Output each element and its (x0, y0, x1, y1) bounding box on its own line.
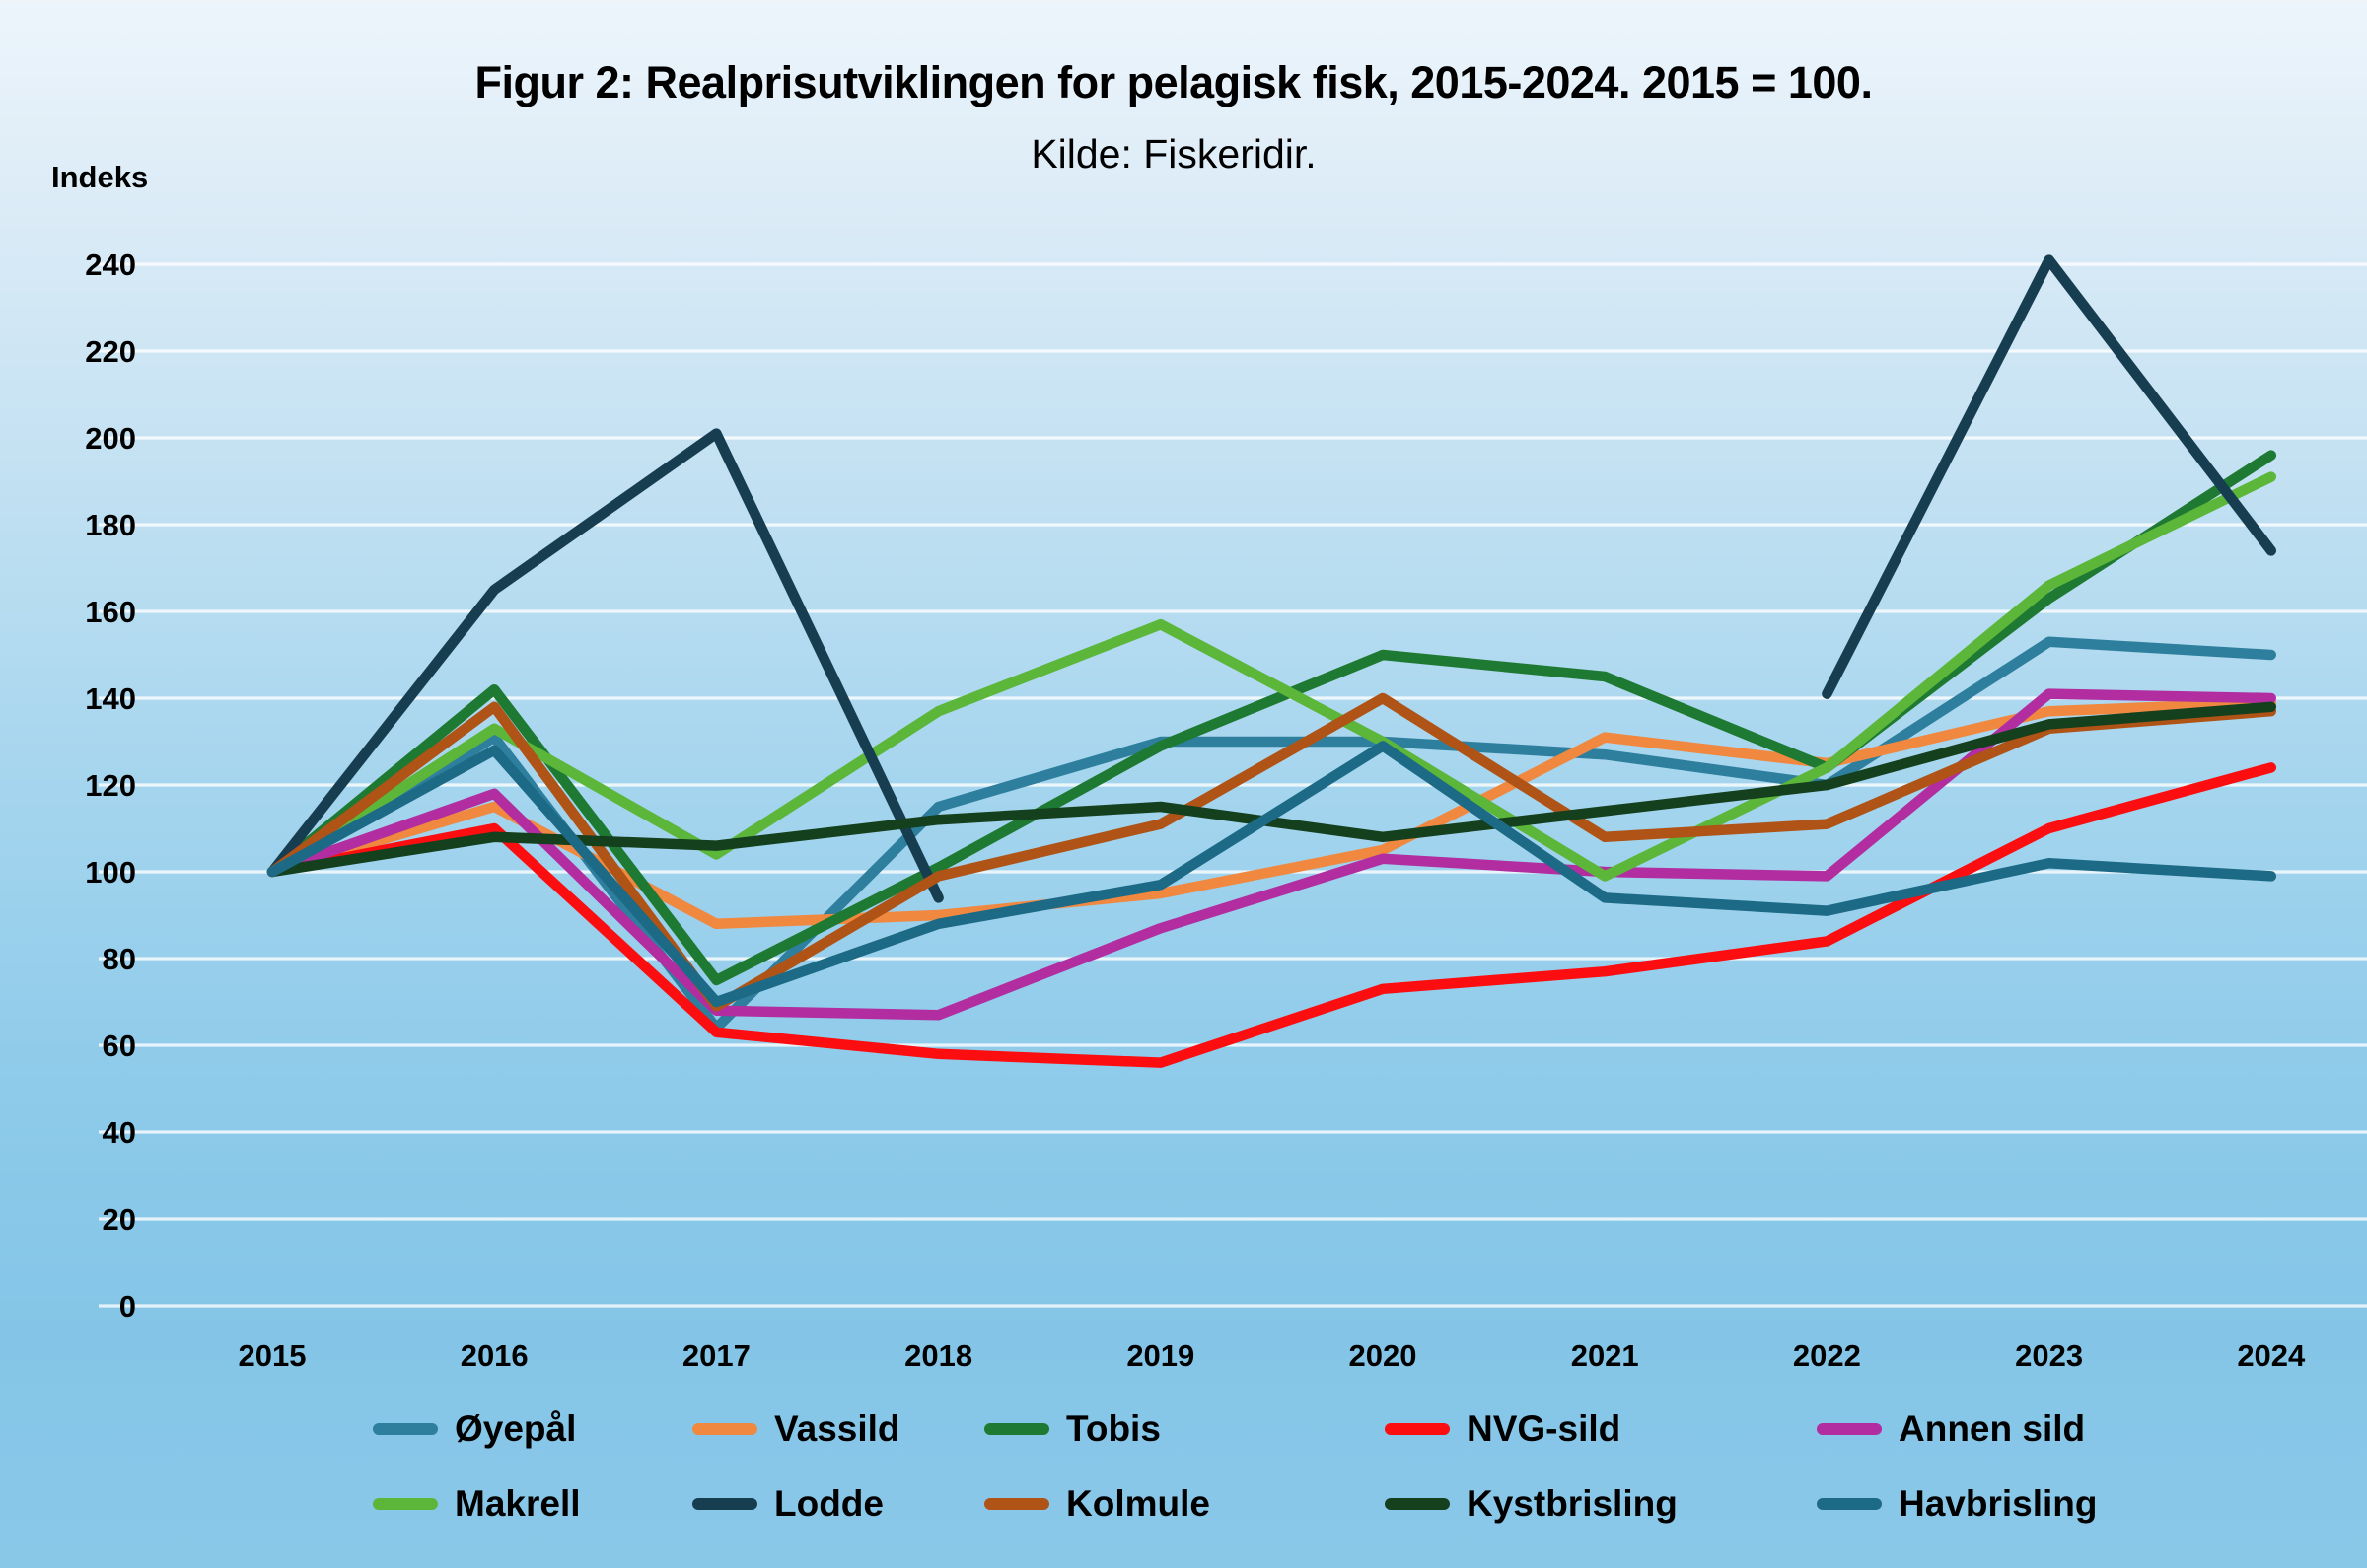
x-tick-label: 2018 (904, 1338, 972, 1373)
series-line-kystbrisling (266, 701, 2277, 878)
x-tick-label: 2015 (239, 1338, 307, 1373)
series-line-kolmule (266, 692, 2277, 1012)
x-tick-label: 2016 (461, 1338, 529, 1373)
y-tick-label: 140 (85, 681, 136, 716)
y-tick-label: 40 (103, 1115, 136, 1150)
series-line-lodde (266, 254, 2277, 903)
y-tick-label: 20 (103, 1202, 136, 1237)
y-tick-label: 60 (103, 1029, 136, 1063)
chart-title: Figur 2: Realprisutviklingen for pelagis… (474, 57, 1873, 107)
x-tick-label: 2021 (1571, 1338, 1639, 1373)
x-tick-label: 2017 (682, 1338, 751, 1373)
y-axis-title: Indeks (51, 160, 149, 194)
y-tick-label: 80 (103, 942, 136, 976)
y-tick-label: 220 (85, 334, 136, 369)
y-tick-label: 120 (85, 768, 136, 803)
x-tick-label: 2019 (1126, 1338, 1194, 1373)
y-tick-label: 160 (85, 595, 136, 629)
series-line-annen-sild (266, 688, 2277, 1021)
y-tick-label: 200 (85, 421, 136, 456)
series-line-havbrisling (266, 741, 2277, 1008)
y-tick-label: 240 (85, 248, 136, 282)
chart-subtitle: Kilde: Fiskeridir. (1031, 131, 1317, 177)
x-tick-label: 2020 (1349, 1338, 1417, 1373)
y-tick-label: 100 (85, 855, 136, 890)
series-line-makrell (266, 471, 2277, 882)
x-tick-label: 2023 (2015, 1338, 2083, 1373)
y-tick-label: 0 (119, 1289, 136, 1323)
y-tick-label: 180 (85, 508, 136, 542)
x-tick-label: 2022 (1793, 1338, 1861, 1373)
x-tick-label: 2024 (2237, 1338, 2306, 1373)
